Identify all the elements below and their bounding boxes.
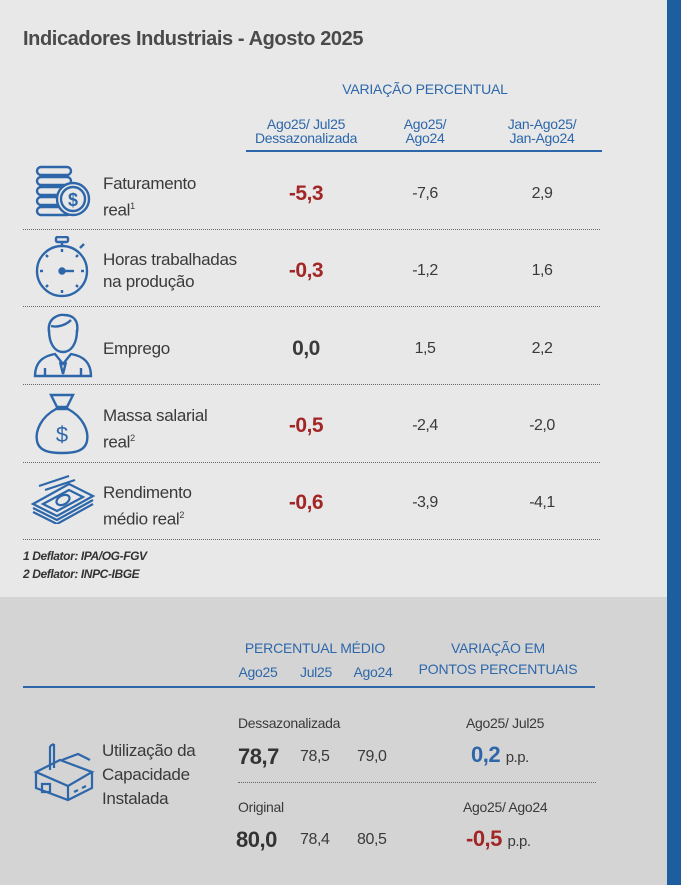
capacity-header-underline: [23, 686, 595, 688]
indicators-panel: [0, 0, 667, 597]
col-header-ago24: Ago25/ Ago24: [403, 116, 447, 146]
orig-ago25: 80,0: [236, 827, 277, 852]
banknotes-icon: [29, 474, 97, 529]
massa-janago: -2,0: [529, 417, 555, 434]
col-header-dess: Ago25/ Jul25 Dessazonalizada: [254, 116, 358, 146]
orig-label: Original: [238, 799, 284, 815]
orig-compare-label: Ago25/ Ago24: [463, 799, 548, 815]
orig-jul25: 78,4: [300, 831, 330, 848]
row-label-horas: Horas trabalhadas na produção: [103, 250, 237, 291]
capacity-divider: [238, 782, 596, 783]
month-jul25: Jul25: [300, 664, 332, 680]
dess-jul25: 78,5: [300, 748, 330, 765]
factory-icon: [32, 738, 96, 807]
page-title: Indicadores Industriais - Agosto 2025: [23, 28, 364, 50]
row-divider: [23, 229, 600, 230]
svg-text:$: $: [56, 422, 68, 447]
faturamento-dess: -5,3: [288, 182, 324, 205]
header-underline: [246, 150, 602, 152]
horas-janago: 1,6: [531, 262, 553, 279]
row-divider: [23, 306, 600, 307]
row-divider: [23, 462, 600, 463]
faturamento-janago: 2,9: [531, 185, 553, 202]
orig-ago24: 80,5: [357, 831, 387, 848]
faturamento-ago24: -7,6: [412, 185, 438, 202]
svg-text:$: $: [68, 190, 78, 210]
row-label-rendimento: Rendimento médio real2: [103, 483, 192, 529]
massa-dess: -0,5: [288, 414, 324, 437]
orig-pp-value: -0,5 p.p.: [466, 826, 531, 851]
capacity-panel: [0, 597, 667, 885]
horas-ago24: -1,2: [412, 262, 438, 279]
money-coins-icon: $: [31, 163, 93, 226]
emprego-ago24: 1,5: [414, 340, 436, 357]
money-bag-icon: $: [31, 391, 93, 460]
horas-dess: -0,3: [288, 259, 324, 282]
footnote-1: 1 Deflator: IPA/OG-FGV: [23, 549, 147, 563]
side-accent-bar: [667, 0, 681, 885]
dess-compare-label: Ago25/ Jul25: [466, 715, 545, 731]
capacity-label: Utilização da Capacidade Instalada: [102, 741, 196, 808]
row-label-massa: Massa salarial real2: [103, 406, 208, 452]
row-divider: [23, 539, 600, 540]
massa-ago24: -2,4: [412, 417, 438, 434]
emprego-dess: 0,0: [292, 337, 320, 360]
col-header-janago: Jan-Ago25/ Jan-Ago24: [507, 116, 577, 146]
variacao-pp-header: VARIAÇÃO EM PONTOS PERCENTUAIS: [418, 640, 578, 677]
row-divider: [23, 384, 600, 385]
dess-pp-value: 0,2 p.p.: [471, 742, 529, 767]
emprego-janago: 2,2: [531, 340, 553, 357]
month-ago25: Ago25: [238, 664, 278, 680]
dess-label: Dessazonalizada: [238, 715, 341, 731]
dess-ago24: 79,0: [357, 748, 387, 765]
row-label-emprego: Emprego: [103, 339, 170, 358]
rendimento-janago: -4,1: [529, 494, 555, 511]
month-ago24: Ago24: [353, 664, 393, 680]
percentual-medio-header: PERCENTUAL MÉDIO: [244, 640, 386, 656]
dess-ago25: 78,7: [238, 744, 279, 769]
footnote-2: 2 Deflator: INPC-IBGE: [23, 567, 140, 581]
rendimento-dess: -0,6: [288, 491, 324, 514]
worker-icon: [31, 312, 95, 383]
rendimento-ago24: -3,9: [412, 494, 438, 511]
row-label-faturamento: Faturamento real1: [103, 174, 197, 220]
stopwatch-icon: [31, 235, 93, 303]
variacao-header: VARIAÇÃO PERCENTUAL: [342, 81, 508, 97]
